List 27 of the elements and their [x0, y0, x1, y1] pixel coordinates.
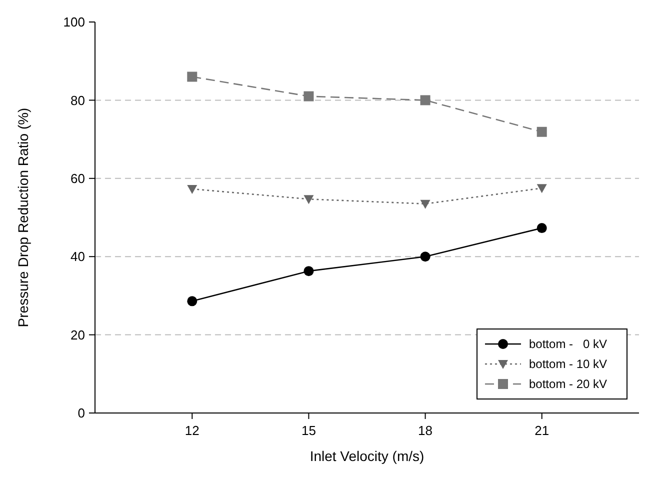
point — [536, 223, 547, 234]
y-tick-label: 80 — [70, 92, 85, 108]
y-tick-label: 100 — [63, 14, 85, 30]
point — [420, 252, 430, 262]
x-tick-label: 21 — [534, 423, 550, 438]
legend-label: bottom - 0 kV — [529, 337, 608, 352]
x-tick-label: 15 — [301, 423, 316, 438]
point — [536, 126, 547, 137]
y-tick-label: 20 — [70, 327, 85, 342]
x-tick-label: 12 — [184, 423, 200, 438]
point — [536, 184, 547, 194]
legend-label: bottom - 20 kV — [529, 377, 608, 392]
x-axis-title: Inlet Velocity (m/s) — [310, 448, 424, 464]
point — [420, 200, 430, 209]
y-tick-label: 40 — [70, 249, 85, 264]
point — [187, 72, 198, 82]
point — [304, 266, 314, 276]
point — [187, 296, 198, 306]
y-tick-label: 60 — [70, 170, 85, 186]
point — [304, 91, 314, 102]
legend-label: bottom - 10 kV — [529, 357, 608, 372]
y-axis-title: Pressure Drop Reduction Ratio (%) — [15, 108, 31, 328]
point — [420, 95, 430, 106]
y-tick-label: 0 — [78, 406, 85, 421]
point — [304, 195, 314, 204]
x-tick-label: 18 — [418, 423, 433, 438]
point — [187, 184, 198, 194]
